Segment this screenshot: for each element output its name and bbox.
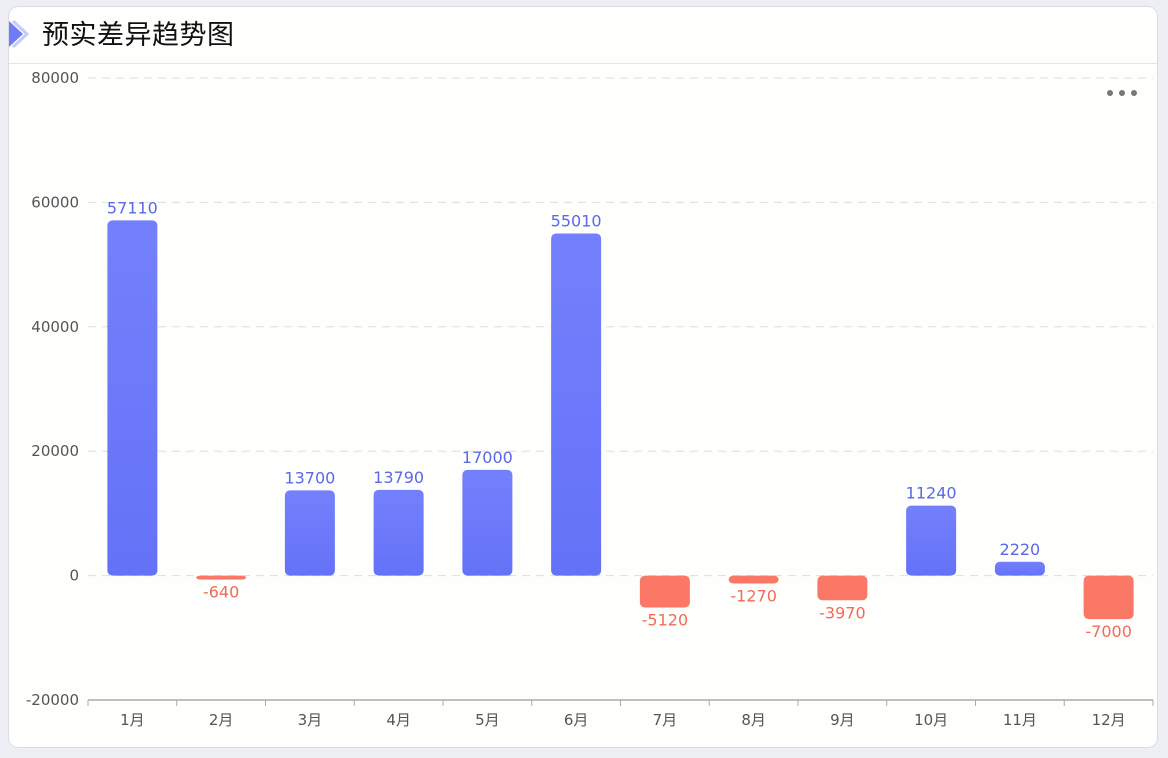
- bar: [373, 489, 424, 576]
- y-tick-label: 40000: [31, 318, 79, 336]
- bar: [728, 575, 779, 584]
- data-label: 11240: [906, 484, 957, 503]
- data-label: -3970: [819, 603, 866, 622]
- data-label: -5120: [642, 610, 689, 629]
- more-dots-icon: [1107, 90, 1113, 96]
- x-tick-label: 12月: [1092, 711, 1126, 729]
- bar: [551, 233, 602, 576]
- data-label: -640: [203, 583, 239, 602]
- y-tick-label: 0: [69, 567, 79, 585]
- chart-card: 预实差异趋势图 -20000 0 20000 40000 60000 80000 57110…: [8, 6, 1158, 748]
- x-tick-label: 1月: [120, 711, 145, 729]
- data-label: 13700: [284, 468, 335, 487]
- x-tick-label: 4月: [386, 711, 411, 729]
- y-tick-label: 60000: [31, 193, 79, 211]
- bar: [994, 561, 1045, 576]
- data-label: -1270: [730, 586, 777, 605]
- data-label: 2220: [1000, 540, 1041, 559]
- card-header: 预实差异趋势图: [9, 7, 1157, 64]
- y-tick-label: 80000: [31, 69, 79, 87]
- bar: [462, 469, 513, 576]
- more-dot: [1119, 90, 1125, 96]
- bar: [196, 575, 247, 580]
- data-label: 55010: [551, 211, 602, 230]
- x-tick-label: 9月: [830, 711, 855, 729]
- chevron-right-icon: [9, 19, 30, 49]
- bar: [1083, 575, 1134, 620]
- page-title: 预实差异趋势图: [42, 20, 235, 51]
- x-tick-label: 5月: [475, 711, 500, 729]
- more-dot: [1131, 90, 1137, 96]
- bar: [107, 220, 158, 576]
- y-tick-label: 20000: [31, 442, 79, 460]
- bar: [817, 575, 868, 601]
- data-label: 13790: [373, 468, 424, 487]
- data-label: 57110: [107, 198, 158, 217]
- x-tick-label: 11月: [1003, 711, 1037, 729]
- bar: [906, 505, 957, 576]
- x-tick-label: 7月: [653, 711, 678, 729]
- bar: [284, 490, 335, 576]
- y-tick-label: -20000: [26, 691, 79, 709]
- x-tick-label: 8月: [741, 711, 766, 729]
- x-tick-label: 3月: [298, 711, 323, 729]
- data-label: 17000: [462, 448, 513, 467]
- x-tick-label: 10月: [914, 711, 948, 729]
- x-tick-label: 2月: [209, 711, 234, 729]
- data-label: -7000: [1085, 622, 1132, 641]
- more-options-button[interactable]: [1107, 83, 1137, 103]
- bar-chart: -20000 0 20000 40000 60000 80000 57110 1月 -640 2月…: [26, 69, 1154, 729]
- x-tick-label: 6月: [564, 711, 589, 729]
- bar: [639, 575, 690, 608]
